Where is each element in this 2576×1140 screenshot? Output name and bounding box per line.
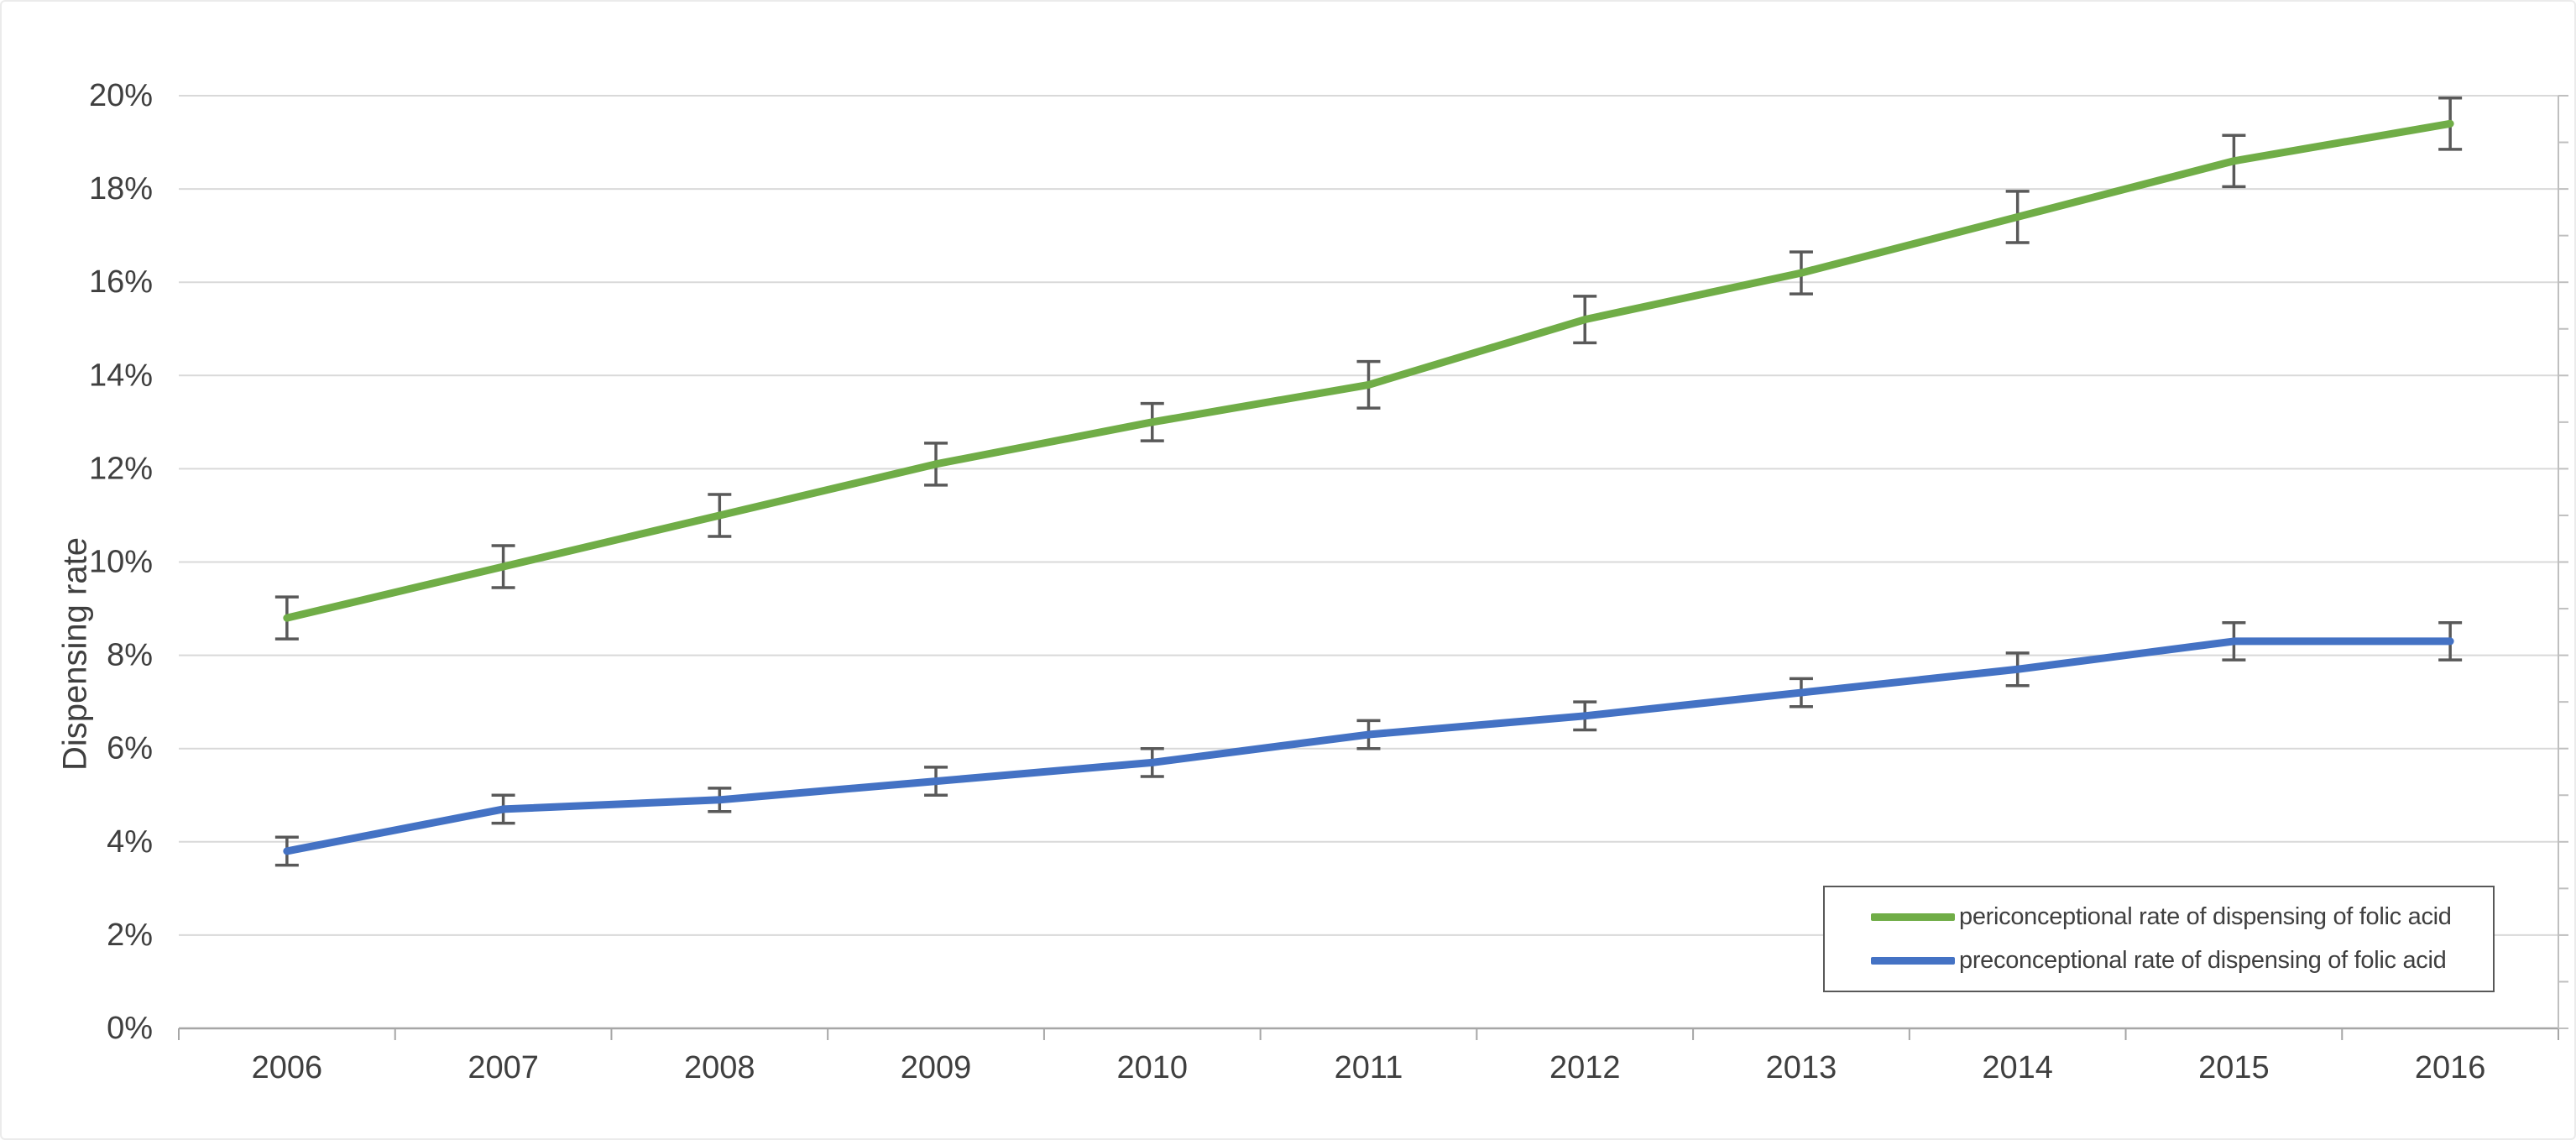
svg-text:20%: 20% [89,78,153,113]
svg-text:6%: 6% [107,731,153,766]
legend-label-preconceptional: preconceptional rate of dispensing of fo… [1959,947,2447,974]
series-line-periconceptional [283,119,2454,622]
error-bars-preconceptional [274,620,2463,867]
svg-text:2009: 2009 [901,1050,972,1085]
svg-text:0%: 0% [107,1011,153,1046]
preconceptional-line-swatch [1871,957,1955,965]
svg-text:2008: 2008 [684,1050,755,1085]
legend-entry-preconceptional: preconceptional rate of dispensing of fo… [1871,947,2493,975]
legend: periconceptional rate of dispensing of f… [1823,886,2495,992]
svg-text:8%: 8% [107,638,153,673]
series-line-preconceptional [283,637,2454,855]
svg-text:2010: 2010 [1116,1050,1188,1085]
svg-text:4%: 4% [107,824,153,860]
legend-label-periconceptional: periconceptional rate of dispensing of f… [1959,903,2452,930]
svg-text:10%: 10% [89,545,153,580]
svg-text:2014: 2014 [1982,1050,2053,1085]
svg-text:16%: 16% [89,264,153,300]
x-axis-labels: 2006 2007 2008 2009 2010 2011 2012 2013 2014 2015… [252,1050,2486,1085]
legend-entry-periconceptional: periconceptional rate of dispensing of f… [1871,903,2493,931]
svg-text:18%: 18% [89,171,153,207]
svg-text:2007: 2007 [468,1050,539,1085]
y-axis-labels: 0% 2% 4% 6% 8% 10% 12% 14% 16% 18% 20% [89,78,153,1046]
svg-text:12%: 12% [89,451,153,486]
svg-text:2016: 2016 [2415,1050,2486,1085]
x-axis [178,1027,2559,1040]
gridlines [179,95,2558,936]
svg-text:2013: 2013 [1766,1050,1837,1085]
svg-text:2012: 2012 [1549,1050,1621,1085]
error-bars-periconceptional [274,97,2463,641]
svg-text:2011: 2011 [1335,1050,1403,1085]
svg-text:2006: 2006 [252,1050,323,1085]
svg-text:14%: 14% [89,358,153,393]
svg-text:2%: 2% [107,918,153,953]
svg-text:2015: 2015 [2198,1050,2270,1085]
y-axis-title: Dispensing rate [56,537,94,771]
right-axis [2558,95,2568,1029]
periconceptional-line-swatch [1871,913,1955,921]
